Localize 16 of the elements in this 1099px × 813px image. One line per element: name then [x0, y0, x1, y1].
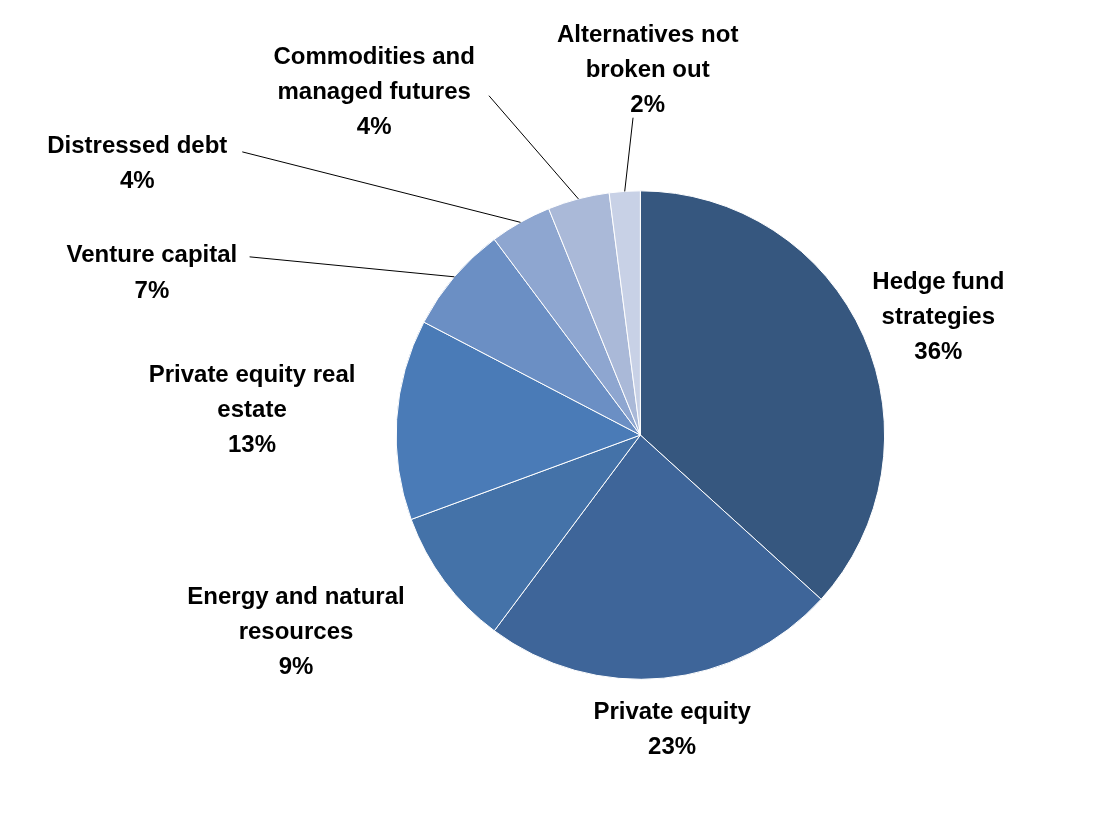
slice-label: Distressed debt [47, 130, 228, 158]
data-label: 7% [134, 275, 170, 303]
data-label: 23% [648, 732, 697, 760]
data-label: 13% [228, 429, 277, 457]
slice-label: Commodities and managed futures [273, 42, 475, 105]
slice-label: Private equity real estate [148, 359, 356, 422]
slice-label: Hedge fund strategies [872, 266, 1005, 329]
data-label: 36% [914, 337, 963, 365]
data-label: 4% [356, 112, 392, 140]
slice-label: Private equity [593, 697, 752, 724]
slice-label: Venture capital [66, 240, 238, 268]
data-label: 2% [630, 90, 666, 118]
slice-label: Alternatives not broken out [557, 20, 739, 83]
data-label: 9% [278, 651, 314, 679]
data-label: 4% [119, 165, 155, 193]
slice-label: Energy and natural resources [187, 581, 405, 644]
